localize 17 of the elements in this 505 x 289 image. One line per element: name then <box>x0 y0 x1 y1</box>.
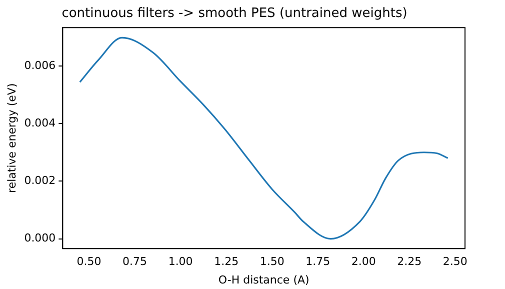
x-tick-label: 1.25 <box>214 255 239 268</box>
x-tick-label: 0.50 <box>76 255 102 268</box>
x-tick-label: 1.00 <box>168 255 193 268</box>
chart-title: continuous filters -> smooth PES (untrained weights) <box>62 6 408 22</box>
x-tick-label: 0.75 <box>122 255 148 268</box>
line-series <box>79 36 449 240</box>
x-tick-label: 1.50 <box>260 255 284 268</box>
y-axis-title: relative energy (eV) <box>5 83 18 193</box>
y-tick-label: 0.002 <box>24 174 56 188</box>
y-tick-label: 0.000 <box>24 232 56 245</box>
x-tick-label: 2.00 <box>351 255 376 268</box>
y-tick-label: 0.004 <box>24 116 56 130</box>
x-axis-title: O-H distance (A) <box>218 273 310 286</box>
x-tick-label: 2.50 <box>442 255 468 268</box>
y-tick-label: 0.006 <box>24 58 56 72</box>
x-tick-label: 2.25 <box>397 255 422 268</box>
x-tick-label: 1.75 <box>306 255 330 268</box>
